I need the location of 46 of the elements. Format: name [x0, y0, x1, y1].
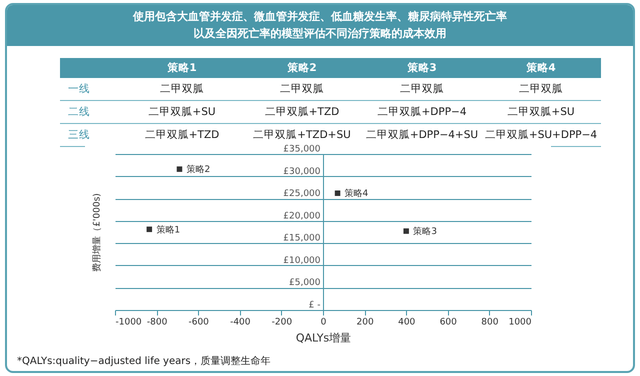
- x-tick-label: 600: [440, 318, 458, 328]
- chart-title: 使用包含大血管并发症、微血管并发症、低血糖发生率、糖尿病特异性死亡率以及全因死亡率的模型评估不同治疗策略的成本效用: [7, 5, 633, 46]
- text: 三线: [60, 124, 123, 146]
- y-tick-label: £30,000: [283, 166, 321, 177]
- series-label: 策略4: [344, 188, 369, 200]
- text: 二甲双胍: [241, 78, 363, 100]
- x-tick-label: -1000: [116, 318, 142, 328]
- y-tick-label: £35,000: [283, 144, 321, 154]
- text: 二甲双胍+TZD: [241, 100, 363, 124]
- y-tick-label: £10,000: [283, 256, 321, 266]
- text: 策略2: [241, 58, 363, 78]
- text: 二甲双胍+TZD: [123, 124, 241, 146]
- text: 二甲双胍+SU+DPP−4: [481, 124, 601, 146]
- text: 策略3: [363, 58, 481, 78]
- text: 二甲双胍: [363, 78, 481, 100]
- text: 二甲双胍+SU: [123, 100, 241, 124]
- y-tick-label: £5,000: [289, 278, 321, 288]
- x-tick-label: 200: [356, 318, 374, 328]
- text: 一线: [60, 78, 123, 100]
- y-tick-label: £20,000: [283, 211, 321, 222]
- text: 二甲双胍: [481, 78, 601, 100]
- text: 二甲双胍+DPP−4: [363, 100, 481, 124]
- y-tick-label: £ -: [308, 300, 320, 310]
- text: 二甲双胍+TZD+SU: [253, 129, 351, 141]
- x-tick-label: 400: [398, 318, 416, 328]
- x-tick-label: -600: [188, 318, 210, 328]
- text: 二甲双胍+DPP−4+SU: [363, 124, 481, 146]
- text: 策略4: [481, 58, 601, 78]
- text: 二甲双胍: [123, 78, 241, 100]
- y-tick-label: £15,000: [283, 234, 321, 244]
- x-tick-label: 0: [320, 318, 327, 328]
- series-label: 策略2: [186, 164, 210, 176]
- series-label: 策略3: [413, 226, 437, 238]
- text: 策略1: [123, 58, 241, 78]
- series-label: 策略1: [156, 224, 180, 236]
- y-tick-label: £25,000: [283, 189, 321, 200]
- x-tick-label: -800: [146, 318, 168, 328]
- text: 二线: [60, 100, 123, 124]
- x-tick-label: 1000: [508, 318, 532, 328]
- text: *QALYs:quality−adjusted life years，质量调整生命年: [17, 354, 271, 368]
- x-tick-label: -400: [230, 318, 251, 328]
- x-axis-title: QALYs增量: [296, 332, 352, 344]
- x-tick-label: -200: [272, 318, 292, 328]
- x-tick-label: 800: [481, 318, 499, 328]
- y-axis-title: 费用增量（£'000s): [92, 193, 102, 272]
- text: 二甲双胍+SU: [481, 100, 601, 124]
